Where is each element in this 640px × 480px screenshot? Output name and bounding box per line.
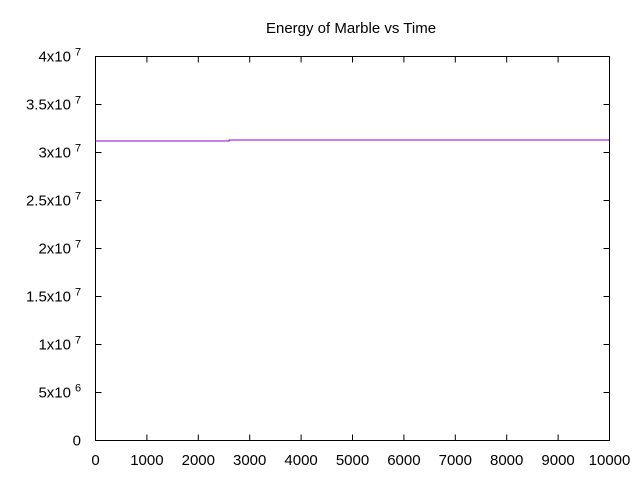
y-tick-exponent: 6 (75, 383, 81, 395)
axis-ticks (95, 56, 610, 441)
x-tick-label: 6000 (387, 452, 420, 469)
x-tick-label: 7000 (439, 452, 472, 469)
y-tick-mantissa: 1x10 (38, 337, 71, 354)
x-tick-label: 8000 (490, 452, 523, 469)
x-tick-label: 2000 (182, 452, 215, 469)
y-tick-label: 1x10 7 (38, 335, 81, 354)
y-tick-exponent: 7 (75, 143, 81, 155)
y-tick-exponent: 7 (75, 47, 81, 59)
y-tick-exponent: 7 (75, 239, 81, 251)
y-tick-exponent: 7 (75, 95, 81, 107)
y-tick-mantissa: 3x10 (38, 145, 71, 162)
tick-labels: 0 1000 2000 3000 4000 5000 6000 7000 8000 9000 100… (26, 47, 630, 470)
y-tick-exponent: 7 (75, 191, 81, 203)
y-tick-mantissa: 2.5x10 (26, 193, 71, 210)
x-tick-label: 4000 (284, 452, 317, 469)
y-tick-label: 2x10 7 (38, 239, 81, 258)
x-tick-label: 3000 (233, 452, 266, 469)
y-tick-label: 1.5x10 7 (26, 287, 81, 306)
y-tick-label: 3.5x10 7 (26, 95, 81, 114)
x-tick-label: 1000 (130, 452, 163, 469)
x-tick-label: 9000 (541, 452, 574, 469)
y-tick-mantissa: 5x10 (38, 385, 71, 402)
chart-title: Energy of Marble vs Time (266, 20, 436, 37)
y-tick-label: 5x10 6 (38, 383, 81, 402)
x-tick-label: 0 (91, 452, 99, 469)
y-tick-exponent: 7 (75, 335, 81, 347)
y-tick-label: 3x10 7 (38, 143, 81, 162)
y-tick-mantissa: 1.5x10 (26, 289, 71, 306)
y-tick-mantissa: 3.5x10 (26, 97, 71, 114)
y-tick-label: 4x10 7 (38, 47, 81, 66)
energy-series-line (95, 139, 610, 142)
x-tick-label: 10000 (589, 452, 631, 469)
series-layer (95, 139, 610, 142)
y-tick-label: 0 (73, 433, 81, 450)
y-tick-mantissa: 0 (73, 433, 81, 450)
y-tick-mantissa: 2x10 (38, 241, 71, 258)
y-tick-exponent: 7 (75, 287, 81, 299)
plot-frame (95, 56, 610, 441)
y-tick-label: 2.5x10 7 (26, 191, 81, 210)
x-tick-label: 5000 (336, 452, 369, 469)
y-tick-mantissa: 4x10 (38, 49, 71, 66)
